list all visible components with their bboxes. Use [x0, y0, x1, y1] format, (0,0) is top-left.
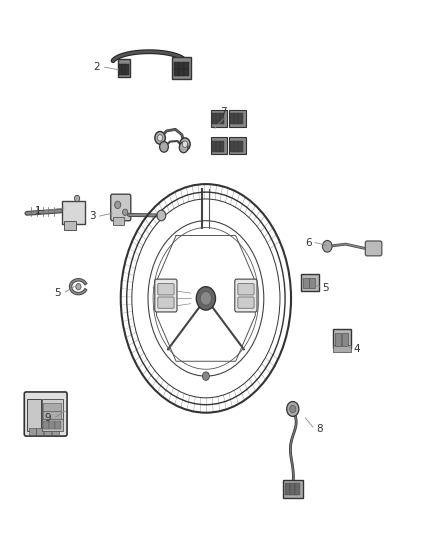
Circle shape [290, 405, 296, 413]
FancyBboxPatch shape [238, 284, 254, 295]
FancyBboxPatch shape [220, 114, 224, 124]
FancyBboxPatch shape [211, 110, 227, 127]
FancyBboxPatch shape [309, 278, 315, 288]
FancyBboxPatch shape [43, 402, 61, 410]
Text: 8: 8 [316, 424, 323, 434]
FancyBboxPatch shape [43, 410, 61, 418]
FancyBboxPatch shape [179, 62, 184, 69]
Text: 5: 5 [54, 288, 61, 298]
FancyBboxPatch shape [43, 421, 49, 429]
FancyBboxPatch shape [184, 62, 189, 69]
Text: 7: 7 [220, 107, 227, 117]
FancyBboxPatch shape [230, 141, 235, 152]
Circle shape [115, 201, 121, 208]
Circle shape [202, 372, 209, 381]
Text: 1: 1 [35, 206, 41, 216]
FancyBboxPatch shape [234, 114, 239, 124]
FancyBboxPatch shape [158, 284, 174, 295]
FancyBboxPatch shape [301, 274, 318, 291]
FancyBboxPatch shape [174, 62, 179, 69]
Circle shape [74, 195, 80, 201]
Text: 2: 2 [93, 62, 100, 72]
FancyBboxPatch shape [238, 141, 243, 152]
FancyBboxPatch shape [27, 399, 41, 431]
FancyBboxPatch shape [234, 141, 239, 152]
FancyBboxPatch shape [238, 297, 254, 308]
FancyBboxPatch shape [230, 114, 235, 124]
Text: 5: 5 [323, 283, 329, 293]
FancyBboxPatch shape [303, 278, 309, 288]
FancyBboxPatch shape [113, 216, 124, 225]
FancyBboxPatch shape [28, 427, 35, 435]
FancyBboxPatch shape [365, 241, 382, 256]
FancyBboxPatch shape [125, 64, 129, 75]
FancyBboxPatch shape [235, 279, 257, 312]
FancyBboxPatch shape [44, 427, 51, 435]
FancyBboxPatch shape [49, 421, 55, 429]
FancyBboxPatch shape [285, 483, 290, 495]
FancyBboxPatch shape [211, 138, 227, 155]
Circle shape [157, 210, 166, 221]
FancyBboxPatch shape [155, 279, 177, 312]
Circle shape [155, 132, 165, 144]
FancyBboxPatch shape [55, 421, 60, 429]
FancyBboxPatch shape [24, 392, 67, 436]
FancyBboxPatch shape [158, 297, 174, 308]
Text: 3: 3 [89, 211, 95, 221]
FancyBboxPatch shape [220, 141, 224, 152]
FancyBboxPatch shape [174, 69, 179, 76]
FancyBboxPatch shape [335, 333, 341, 346]
FancyBboxPatch shape [119, 64, 123, 75]
FancyBboxPatch shape [172, 56, 191, 79]
FancyBboxPatch shape [342, 333, 348, 346]
Text: 4: 4 [353, 344, 360, 354]
Circle shape [157, 135, 162, 141]
FancyBboxPatch shape [332, 345, 351, 352]
FancyBboxPatch shape [229, 110, 246, 127]
FancyBboxPatch shape [216, 141, 220, 152]
Circle shape [159, 142, 168, 152]
Circle shape [322, 240, 332, 252]
FancyBboxPatch shape [64, 221, 76, 230]
Circle shape [182, 141, 187, 148]
FancyBboxPatch shape [212, 114, 216, 124]
Circle shape [123, 209, 128, 215]
FancyBboxPatch shape [294, 483, 300, 495]
FancyBboxPatch shape [111, 194, 131, 221]
Circle shape [76, 284, 81, 290]
Text: 9: 9 [45, 413, 51, 423]
Circle shape [179, 142, 188, 153]
FancyBboxPatch shape [122, 64, 126, 75]
Circle shape [196, 287, 215, 310]
FancyBboxPatch shape [283, 480, 303, 498]
FancyBboxPatch shape [62, 200, 85, 224]
FancyBboxPatch shape [179, 69, 184, 76]
FancyBboxPatch shape [238, 114, 243, 124]
FancyBboxPatch shape [36, 427, 43, 435]
FancyBboxPatch shape [42, 419, 63, 431]
FancyBboxPatch shape [118, 59, 130, 77]
FancyBboxPatch shape [332, 329, 351, 349]
Circle shape [287, 401, 299, 416]
FancyBboxPatch shape [216, 114, 220, 124]
FancyBboxPatch shape [290, 483, 295, 495]
Circle shape [200, 292, 212, 305]
Text: 6: 6 [305, 238, 312, 247]
FancyBboxPatch shape [212, 141, 216, 152]
FancyBboxPatch shape [184, 69, 189, 76]
FancyBboxPatch shape [42, 399, 63, 420]
FancyBboxPatch shape [52, 427, 59, 435]
Circle shape [180, 138, 190, 151]
FancyBboxPatch shape [229, 138, 246, 155]
